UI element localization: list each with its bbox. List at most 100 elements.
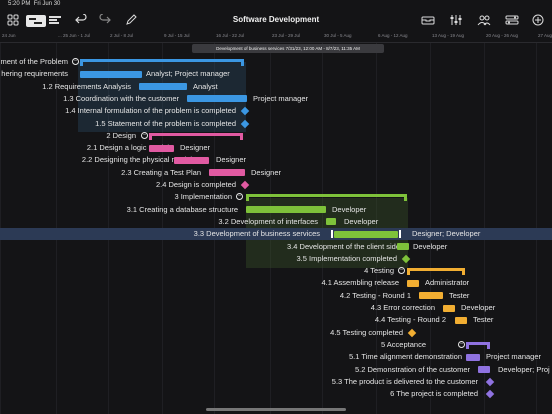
task-label[interactable]: 3.1 Creating a database structure (126, 204, 238, 214)
collapse-icon[interactable]: − (141, 131, 148, 139)
task-label[interactable]: 2.1 Design a logic model (86, 143, 169, 153)
task-label[interactable]: 3 Implementation (174, 192, 232, 202)
milestone-diamond[interactable] (240, 119, 250, 128)
view-toggle-icon[interactable] (26, 15, 46, 27)
sliders-icon[interactable] (449, 14, 463, 28)
task-label[interactable]: 1.5 Statement of the problem is complete… (95, 118, 236, 128)
task-label[interactable]: 3.3 Development of business services (193, 229, 320, 239)
task-label[interactable]: 4.1 Assembling release (321, 278, 399, 288)
task-label[interactable]: 2.2 Designing the physical model (81, 155, 192, 165)
task-bar[interactable] (246, 206, 326, 214)
gantt-row[interactable]: 4.1 Assembling release Administrator (0, 277, 552, 289)
summary-bar[interactable] (80, 59, 244, 66)
task-label[interactable]: 1.3 Coordination with the customer (63, 93, 179, 103)
collapse-icon[interactable]: − (398, 267, 405, 275)
summary-bar[interactable] (466, 341, 490, 349)
task-bar[interactable] (419, 292, 443, 300)
task-label[interactable]: 5 Acceptance (380, 339, 426, 349)
milestone-diamond[interactable] (240, 180, 250, 190)
gantt-row[interactable]: 4 Testing − (0, 265, 552, 277)
summary-bar[interactable] (149, 132, 243, 140)
task-bar[interactable] (80, 70, 142, 78)
settings-icon[interactable] (505, 14, 519, 28)
gantt-row[interactable]: 4.3 Error correction Developer (0, 302, 552, 314)
task-label[interactable]: 4.4 Testing - Round 2 (374, 315, 446, 325)
task-bar[interactable] (326, 218, 336, 226)
gantt-row[interactable]: 3 Implementation − (0, 191, 552, 203)
people-icon[interactable] (477, 14, 491, 28)
settings-list-icon[interactable] (48, 14, 62, 28)
task-label[interactable]: 3.4 Development of the client side (287, 241, 400, 251)
task-bar[interactable] (139, 83, 187, 91)
task-bar[interactable] (397, 243, 409, 250)
grid-icon[interactable] (6, 14, 20, 28)
task-label[interactable]: 2.4 Design is completed (155, 180, 236, 189)
gantt-row[interactable]: 2.3 Creating a Test Plan Designer (0, 167, 552, 179)
task-label[interactable]: 1.4 Internal formulation of the problem … (65, 106, 236, 116)
task-label[interactable]: 3.2 Development of interfaces (218, 216, 318, 226)
inbox-icon[interactable] (421, 14, 435, 28)
gantt-row[interactable]: 4.4 Testing - Round 2 Tester (0, 314, 552, 326)
gantt-row[interactable]: 3.5 Implementation completed (0, 253, 552, 265)
task-label[interactable]: ment of the Problem (0, 57, 68, 66)
summary-bar[interactable] (246, 194, 407, 202)
milestone-diamond[interactable] (407, 328, 417, 337)
task-label[interactable]: 4.3 Error correction (370, 303, 435, 312)
collapse-icon[interactable]: − (458, 340, 465, 348)
task-bar[interactable] (478, 366, 490, 373)
pencil-icon[interactable] (124, 14, 138, 28)
task-bar[interactable] (455, 316, 467, 324)
summary-bar[interactable] (407, 268, 465, 276)
gantt-row[interactable]: 6 The project is completed (0, 388, 552, 400)
gantt-row[interactable]: 5.1 Time alignment demonstration Project … (0, 351, 552, 363)
gantt-row[interactable]: 2 Design − (0, 130, 552, 142)
task-label[interactable]: 1.2 Requirements Analysis (42, 81, 131, 91)
gantt-row[interactable]: 2.4 Design is completed (0, 179, 552, 191)
resize-handle[interactable] (399, 230, 401, 239)
gantt-row[interactable]: 3.1 Creating a database structure Develop… (0, 204, 552, 216)
task-label[interactable]: 3.5 Implementation completed (296, 253, 397, 263)
gantt-row[interactable]: 3.3 Development of business services Desi… (0, 228, 552, 241)
gantt-row[interactable]: ment of the Problem − (0, 56, 552, 68)
plus-icon[interactable] (531, 14, 545, 28)
gantt-row[interactable]: hering requirements Analyst; Project mana… (0, 68, 552, 80)
gantt-row[interactable]: 5.3 The product is delivered to the cust… (0, 376, 552, 388)
resize-handle[interactable] (331, 230, 333, 239)
task-bar[interactable] (407, 279, 419, 287)
task-label[interactable]: hering requirements (1, 69, 68, 79)
undo-icon[interactable] (74, 13, 88, 28)
milestone-diamond[interactable] (240, 106, 250, 116)
task-label[interactable]: 5.3 The product is delivered to the cust… (331, 376, 478, 386)
milestone-diamond[interactable] (485, 377, 495, 387)
redo-icon[interactable] (98, 13, 112, 28)
task-label[interactable]: 5.1 Time alignment demonstration (349, 352, 462, 362)
task-label[interactable]: 4.5 Testing completed (330, 327, 403, 337)
gantt-row[interactable]: 1.4 Internal formulation of the problem … (0, 105, 552, 117)
gantt-row[interactable]: 1.3 Coordination with the customer Projec… (0, 93, 552, 105)
gantt-row[interactable]: 3.2 Development of interfaces Developer (0, 216, 552, 228)
gantt-row[interactable]: 5.2 Demonstration of the customer Develop… (0, 364, 552, 376)
task-bar[interactable] (443, 304, 455, 312)
gantt-row[interactable]: 1.2 Requirements Analysis Analyst (0, 81, 552, 93)
task-bar[interactable] (149, 144, 174, 152)
collapse-icon[interactable]: − (236, 193, 243, 201)
gantt-row[interactable]: 3.4 Development of the client side Develo… (0, 241, 552, 253)
task-label[interactable]: 2 Design (106, 130, 136, 140)
task-bar[interactable] (209, 169, 245, 177)
task-label[interactable]: 6 The project is completed (390, 389, 478, 399)
milestone-diamond[interactable] (485, 389, 495, 399)
task-label[interactable]: 5.2 Demonstration of the customer (354, 364, 470, 374)
collapse-icon[interactable]: − (72, 58, 79, 65)
task-label[interactable]: 4 Testing (364, 266, 394, 276)
task-bar[interactable] (466, 353, 480, 361)
gantt-row[interactable]: 1.5 Statement of the problem is complete… (0, 118, 552, 130)
gantt-row[interactable]: 2.2 Designing the physical model Designer (0, 154, 552, 166)
gantt-row[interactable]: 4.2 Testing - Round 1 Tester (0, 290, 552, 302)
task-bar[interactable] (187, 95, 247, 103)
task-label[interactable]: 2.3 Creating a Test Plan (121, 167, 201, 177)
gantt-row[interactable]: 2.1 Design a logic model Designer (0, 142, 552, 154)
task-bar[interactable] (334, 230, 398, 238)
task-label[interactable]: 4.2 Testing - Round 1 (339, 290, 411, 300)
task-bar[interactable] (174, 156, 209, 164)
milestone-diamond[interactable] (401, 254, 411, 264)
